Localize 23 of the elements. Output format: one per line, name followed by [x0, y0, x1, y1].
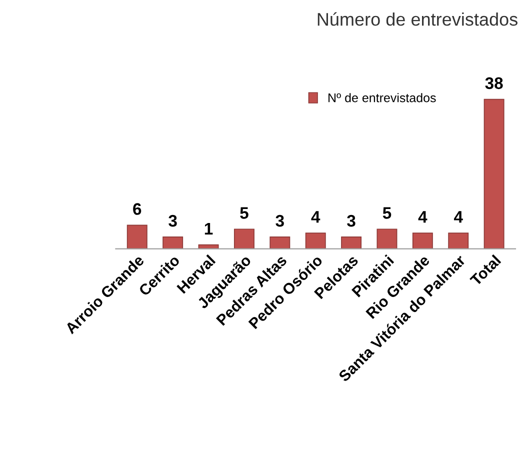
data-label: 5 [240, 207, 248, 219]
data-label: 3 [168, 214, 177, 227]
data-label: 5 [382, 207, 392, 219]
bar [376, 228, 398, 249]
bar [234, 228, 254, 249]
bar [162, 236, 184, 249]
legend-label: Nº de entrevistados [328, 93, 436, 102]
data-label: 1 [204, 222, 213, 234]
data-label: 4 [311, 211, 320, 223]
bar [341, 236, 362, 249]
bar [305, 232, 326, 249]
bar [484, 98, 504, 249]
bar [448, 232, 469, 249]
chart-title: Número de entrevistados [318, 12, 518, 26]
bar [412, 232, 433, 249]
data-label: 3 [347, 214, 356, 227]
data-label: 3 [276, 214, 284, 227]
data-label: 38 [485, 77, 503, 90]
bar [270, 236, 290, 249]
data-label: 4 [454, 211, 463, 223]
data-label: 4 [418, 211, 428, 223]
data-label: 6 [133, 203, 142, 215]
bar [126, 224, 148, 249]
